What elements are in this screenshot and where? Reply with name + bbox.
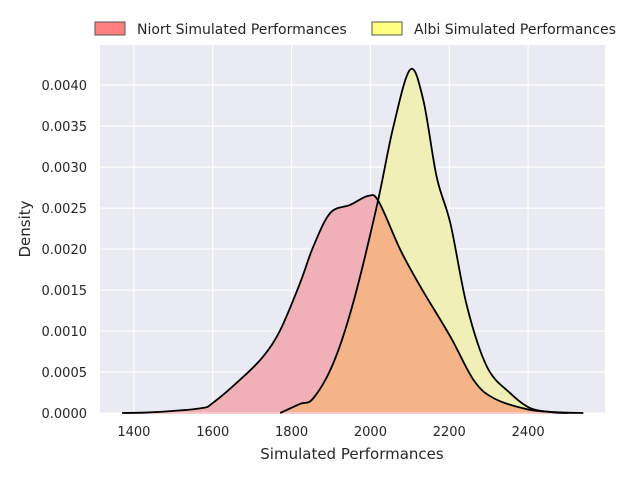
density-line-niort — [122, 194, 584, 414]
y-tick-label: 0.0005 — [42, 366, 88, 381]
x-tick-label: 1800 — [275, 425, 308, 440]
y-tick-label: 0.0025 — [42, 202, 88, 217]
legend-swatch — [371, 21, 403, 36]
legend-label: Niort Simulated Performances — [137, 22, 347, 38]
legend-swatch — [94, 21, 126, 36]
density-line-albi — [279, 67, 568, 414]
legend-label: Albi Simulated Performances — [414, 22, 616, 38]
x-tick-label: 2400 — [512, 425, 545, 440]
x-ticks: 1400 1600 1800 2000 2200 2400 — [117, 425, 544, 440]
y-tick-label: 0.0015 — [42, 284, 88, 299]
y-axis-label: Density — [16, 200, 34, 257]
y-tick-label: 0.0035 — [42, 120, 88, 135]
y-tick-label: 0.0000 — [42, 407, 88, 422]
x-tick-label: 1600 — [196, 425, 229, 440]
lines — [122, 67, 584, 414]
y-ticks: 0.0000 0.0005 0.0010 0.0015 0.0020 0.0025 0.00… — [42, 79, 88, 422]
x-tick-label: 1400 — [117, 425, 150, 440]
y-tick-label: 0.0040 — [42, 79, 88, 94]
y-tick-label: 0.0010 — [42, 325, 88, 340]
x-tick-label: 2000 — [354, 425, 387, 440]
y-tick-label: 0.0020 — [42, 243, 88, 258]
x-axis-label: Simulated Performances — [260, 445, 444, 463]
x-tick-label: 2200 — [433, 425, 466, 440]
legend: Niort Simulated Performances Albi Simulat… — [94, 21, 616, 38]
y-tick-label: 0.0030 — [42, 161, 88, 176]
